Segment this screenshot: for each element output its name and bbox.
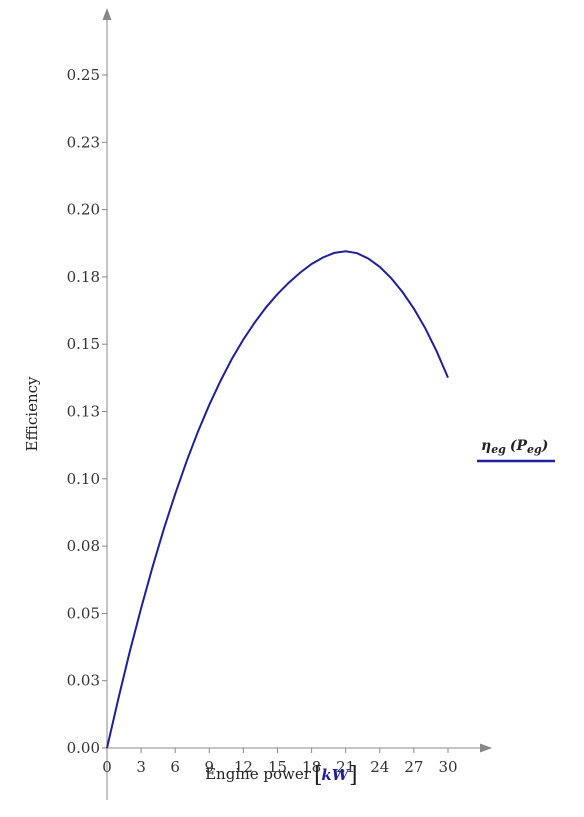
x-axis-title: Engine power: [205, 765, 312, 783]
y-tick-label: 0.10: [67, 470, 100, 488]
x-tick-label: 27: [404, 758, 423, 776]
x-tick-label: 6: [170, 758, 180, 776]
legend-eta: η: [481, 438, 491, 454]
legend-arg-sub: eg: [527, 443, 542, 456]
x-tick-label: 18: [302, 758, 321, 776]
x-tick-label: 24: [370, 758, 389, 776]
legend-eta-sub: eg: [491, 443, 506, 456]
y-tick-label: 0.03: [67, 672, 100, 690]
x-tick-label: 30: [438, 758, 457, 776]
legend: ηeg (Peg): [477, 438, 555, 463]
y-tick-label: 0.20: [67, 201, 100, 219]
y-tick-label: 0.15: [67, 335, 100, 353]
unit-bracket-right: ]: [349, 763, 358, 788]
legend-label: ηeg (Peg): [481, 438, 548, 456]
x-tick-label: 9: [205, 758, 215, 776]
y-ticks: 0.00 0.03 0.05 0.08 0.10 0.13 0.15 0.18 0.20 0.23…: [67, 66, 107, 757]
efficiency-curve: [106, 250, 449, 749]
y-tick-label: 0.13: [67, 403, 100, 421]
x-axis-arrowhead: [480, 743, 492, 753]
x-tick-label: 15: [268, 758, 287, 776]
axes: [102, 8, 492, 800]
x-axis-unit: kW: [321, 766, 350, 784]
x-tick-label: 12: [234, 758, 253, 776]
x-ticks: 0 3 6 9 12 15 18 21 24 27 30: [102, 748, 458, 776]
legend-open-paren: (: [510, 438, 518, 454]
unit-bracket-left: [: [314, 763, 323, 788]
y-axis-arrowhead: [102, 8, 112, 20]
y-tick-label: 0.18: [67, 268, 100, 286]
y-tick-label: 0.05: [67, 604, 100, 622]
x-tick-label: 0: [102, 758, 112, 776]
y-tick-label: 0.08: [67, 537, 100, 555]
y-tick-label: 0.25: [67, 66, 100, 84]
y-axis-title: Efficiency: [23, 376, 41, 452]
y-tick-label: 0.00: [67, 739, 100, 757]
legend-close-paren: ): [541, 438, 549, 454]
x-axis-title-group: Engine power [ kW ]: [205, 763, 358, 788]
x-tick-label: 21: [336, 758, 355, 776]
legend-arg: P: [516, 438, 528, 454]
y-tick-label: 0.23: [67, 133, 100, 151]
x-tick-label: 3: [136, 758, 146, 776]
